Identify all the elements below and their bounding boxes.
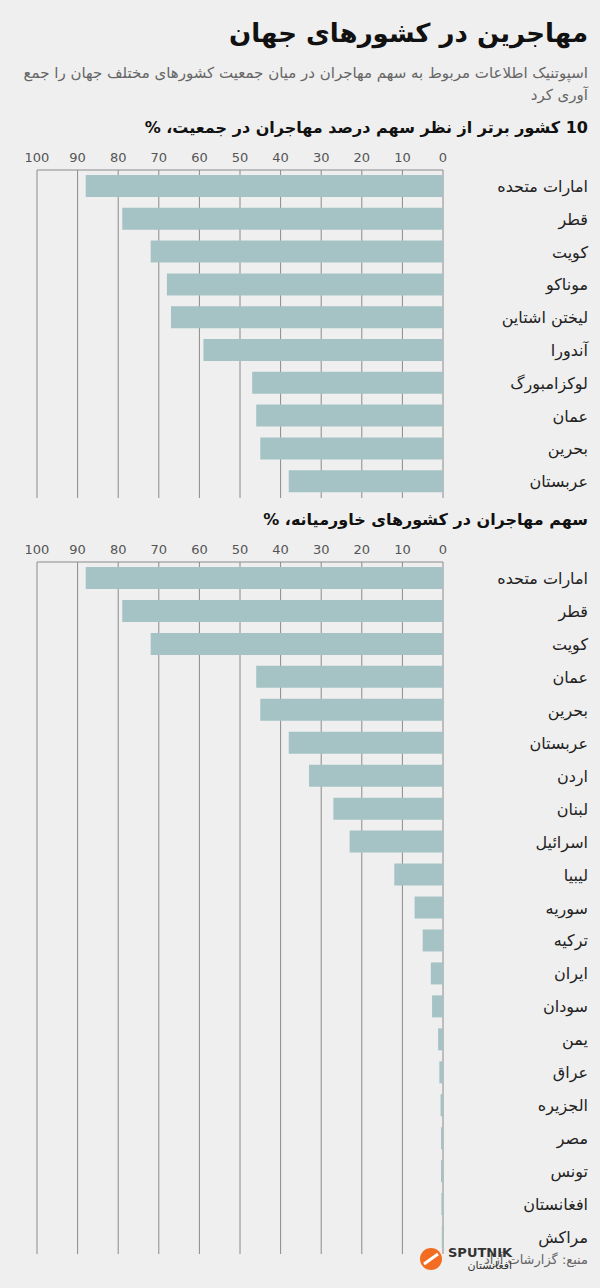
svg-text:لبنان: لبنان [557, 800, 588, 819]
html-text:منبع: گزارشات آزاد: منبع: گزارشات آزاد [484, 1252, 588, 1267]
svg-text:50: 50 [232, 150, 249, 165]
html-text:اسپوتنیک اطلاعات مربوط به سهم: اسپوتنیک اطلاعات مربوط به سهم مهاجران در… [23, 64, 588, 104]
svg-text:20: 20 [354, 542, 371, 557]
svg-text:موناکو: موناکو [545, 275, 588, 295]
svg-text:80: 80 [110, 150, 127, 165]
svg-text:لیبیا: لیبیا [564, 866, 588, 885]
svg-text:کویت: کویت [552, 243, 588, 263]
svg-text:60: 60 [191, 542, 208, 557]
svg-text:70: 70 [151, 150, 168, 165]
svg-text:لیختن اشتاین: لیختن اشتاین [502, 308, 588, 328]
svg-text:عمان: عمان [553, 407, 588, 426]
svg-text:50: 50 [232, 542, 249, 557]
svg-text:10: 10 [394, 150, 411, 165]
svg-text:اردن: اردن [557, 767, 588, 787]
svg-text:ترکیه: ترکیه [554, 931, 588, 951]
svg-text:40: 40 [272, 542, 289, 557]
svg-text:0: 0 [439, 542, 447, 557]
svg-text:امارات متحده: امارات متحده [497, 569, 588, 589]
svg-text:عربستان: عربستان [529, 472, 588, 492]
svg-text:قطر: قطر [557, 210, 588, 230]
svg-text:100: 100 [25, 542, 50, 557]
svg-text:100: 100 [25, 150, 50, 165]
svg-text:سوریه: سوریه [546, 899, 588, 919]
html-text:افغانستان: افغانستان [467, 1259, 513, 1272]
svg-text:سودان: سودان [543, 997, 588, 1017]
svg-text:مصر: مصر [556, 1129, 588, 1149]
svg-text:کویت: کویت [552, 635, 588, 655]
svg-text:ایران: ایران [554, 964, 588, 984]
html-text:مهاجرین در کشورهای جهان: مهاجرین در کشورهای جهان [229, 18, 588, 48]
svg-text:امارات متحده: امارات متحده [497, 177, 588, 197]
svg-text:بحرین: بحرین [548, 439, 588, 459]
svg-text:عربستان: عربستان [529, 734, 588, 754]
svg-text:70: 70 [151, 542, 168, 557]
svg-text:تونس: تونس [550, 1162, 588, 1182]
svg-text:30: 30 [313, 542, 330, 557]
svg-text:قطر: قطر [557, 602, 588, 622]
svg-text:عراق: عراق [553, 1063, 588, 1083]
svg-text:افغانستان: افغانستان [523, 1195, 588, 1214]
svg-text:90: 90 [69, 542, 86, 557]
svg-text:لوکزامبورگ: لوکزامبورگ [510, 374, 588, 394]
svg-text:الجزیره: الجزیره [538, 1096, 588, 1116]
svg-text:40: 40 [272, 150, 289, 165]
html-text:10 کشور برتر از نظر سهم درصد م: 10 کشور برتر از نظر سهم درصد مهاجران در … [144, 118, 588, 137]
svg-text:30: 30 [313, 150, 330, 165]
html-text:SPUTNIK: SPUTNIK [448, 1245, 513, 1260]
svg-text:آندورا: آندورا [551, 341, 590, 361]
svg-text:بحرین: بحرین [548, 701, 588, 721]
svg-text:80: 80 [110, 542, 127, 557]
svg-text:20: 20 [354, 150, 371, 165]
svg-text:مراکش: مراکش [538, 1228, 588, 1248]
svg-text:اسرائیل: اسرائیل [535, 833, 588, 853]
svg-text:0: 0 [439, 150, 447, 165]
svg-text:10: 10 [394, 542, 411, 557]
html-text:سهم مهاجران در کشورهای خاورمیا: سهم مهاجران در کشورهای خاورمیانه، % [263, 510, 588, 529]
svg-text:90: 90 [69, 150, 86, 165]
svg-text:عمان: عمان [553, 668, 588, 687]
svg-text:60: 60 [191, 150, 208, 165]
svg-text:یمن: یمن [562, 1030, 588, 1050]
